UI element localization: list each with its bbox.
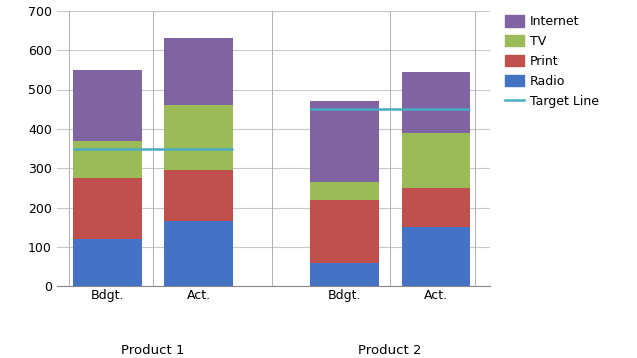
Bar: [164, 38, 233, 105]
Bar: [401, 72, 470, 133]
Bar: [164, 105, 233, 170]
Bar: [401, 133, 470, 188]
Bar: [164, 170, 233, 221]
Text: Product 2: Product 2: [359, 344, 422, 357]
Bar: [310, 182, 379, 200]
Bar: [73, 70, 141, 141]
Bar: [73, 141, 141, 178]
Bar: [164, 221, 233, 286]
Bar: [310, 101, 379, 182]
Bar: [401, 188, 470, 227]
Text: Product 1: Product 1: [121, 344, 185, 357]
Bar: [310, 263, 379, 286]
Bar: [73, 178, 141, 239]
Legend: Internet, TV, Print, Radio, Target Line: Internet, TV, Print, Radio, Target Line: [501, 11, 603, 111]
Bar: [73, 239, 141, 286]
Bar: [401, 227, 470, 286]
Bar: [310, 200, 379, 263]
